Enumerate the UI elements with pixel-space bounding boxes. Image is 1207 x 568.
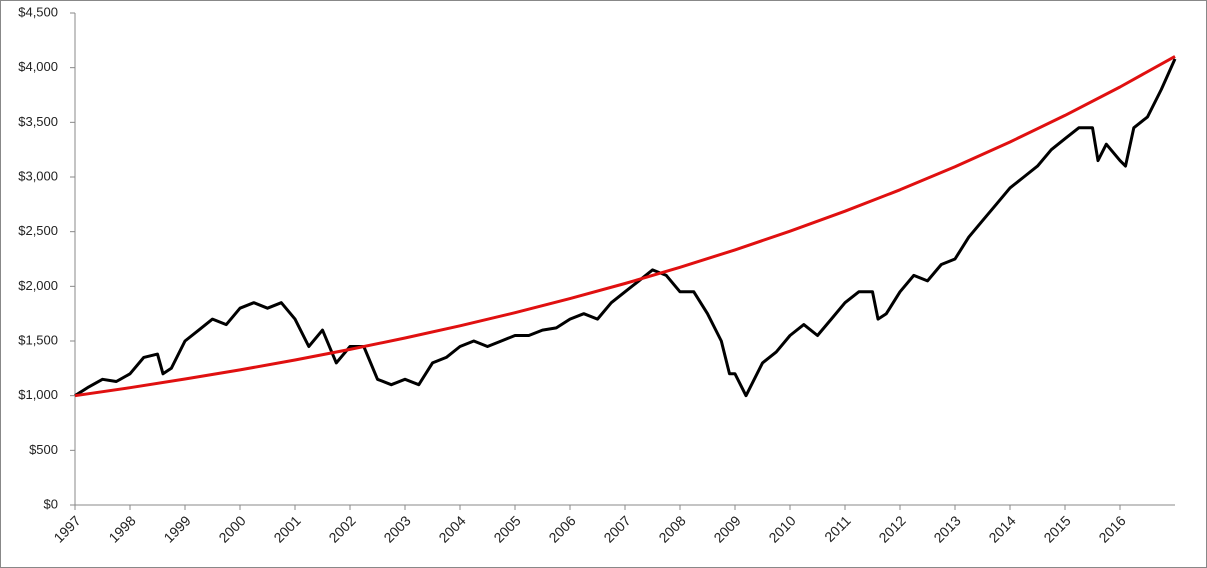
- series-line: [74, 55, 1176, 398]
- y-tick-label: $0: [44, 496, 58, 511]
- y-tick-label: $2,500: [18, 223, 58, 238]
- y-tick-label: $1,500: [18, 332, 58, 347]
- y-tick-label: $500: [29, 442, 58, 457]
- y-tick-label: $1,000: [18, 387, 58, 402]
- y-tick-label: $3,000: [18, 168, 58, 183]
- y-tick-label: $3,500: [18, 114, 58, 129]
- y-tick-label: $4,500: [18, 4, 58, 19]
- y-tick-label: $4,000: [18, 59, 58, 74]
- series-line: [74, 58, 1177, 398]
- y-tick-label: $2,000: [18, 278, 58, 293]
